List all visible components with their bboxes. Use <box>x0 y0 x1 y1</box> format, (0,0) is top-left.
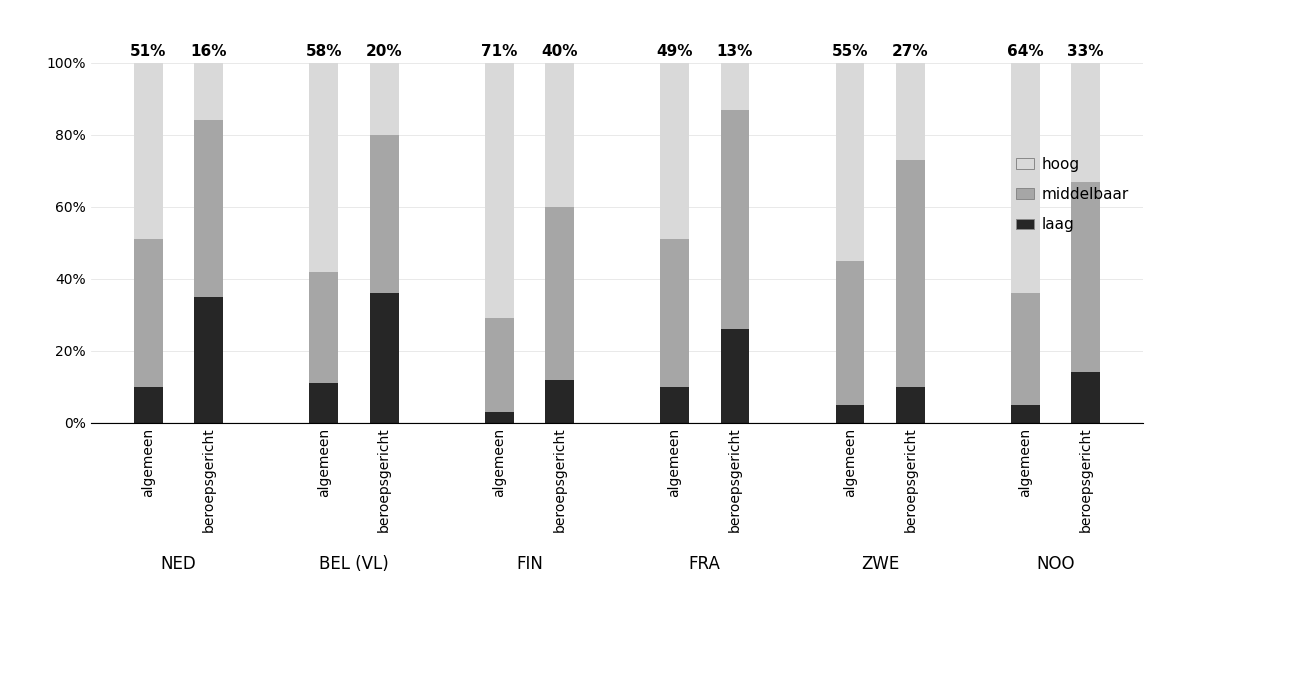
Bar <box>835 63 864 261</box>
Text: 71%: 71% <box>481 44 517 59</box>
Bar <box>485 412 513 423</box>
Bar <box>835 405 864 423</box>
Text: 16%: 16% <box>191 44 227 59</box>
Bar <box>1011 63 1039 293</box>
Bar <box>896 160 925 387</box>
Bar <box>134 239 162 387</box>
Text: 27%: 27% <box>892 44 929 59</box>
Text: NED: NED <box>161 554 196 573</box>
Bar <box>370 293 399 423</box>
Bar <box>485 63 513 318</box>
Text: 49%: 49% <box>656 44 692 59</box>
Text: 40%: 40% <box>542 44 578 59</box>
Bar <box>134 387 162 423</box>
Text: FIN: FIN <box>516 554 543 573</box>
Bar <box>1011 293 1039 405</box>
Bar <box>1072 372 1100 423</box>
Text: 58%: 58% <box>305 44 342 59</box>
Bar <box>721 329 750 423</box>
Text: 20%: 20% <box>366 44 403 59</box>
Text: 64%: 64% <box>1007 44 1043 59</box>
Bar <box>195 63 223 121</box>
Bar <box>309 383 338 423</box>
Bar <box>370 63 399 135</box>
Text: NOO: NOO <box>1037 554 1074 573</box>
Bar <box>485 318 513 412</box>
Text: ZWE: ZWE <box>861 554 899 573</box>
Bar <box>309 271 338 383</box>
Bar <box>370 135 399 293</box>
Bar <box>835 261 864 405</box>
Bar <box>546 63 574 207</box>
Legend: hoog, middelbaar, laag: hoog, middelbaar, laag <box>1011 151 1135 239</box>
Text: 13%: 13% <box>717 44 753 59</box>
Bar <box>1011 405 1039 423</box>
Bar <box>721 110 750 329</box>
Bar <box>660 387 688 423</box>
Bar <box>660 63 688 239</box>
Bar <box>1072 63 1100 181</box>
Text: 55%: 55% <box>831 44 868 59</box>
Bar <box>195 121 223 297</box>
Text: 33%: 33% <box>1068 44 1104 59</box>
Bar <box>721 63 750 110</box>
Bar <box>134 63 162 239</box>
Text: 51%: 51% <box>130 44 166 59</box>
Bar <box>546 207 574 380</box>
Bar <box>896 387 925 423</box>
Bar <box>896 63 925 160</box>
Bar <box>1072 181 1100 372</box>
Bar <box>660 239 688 387</box>
Bar <box>195 297 223 423</box>
Text: BEL (VL): BEL (VL) <box>320 554 388 573</box>
Bar <box>546 380 574 423</box>
Text: FRA: FRA <box>688 554 721 573</box>
Bar <box>309 63 338 271</box>
